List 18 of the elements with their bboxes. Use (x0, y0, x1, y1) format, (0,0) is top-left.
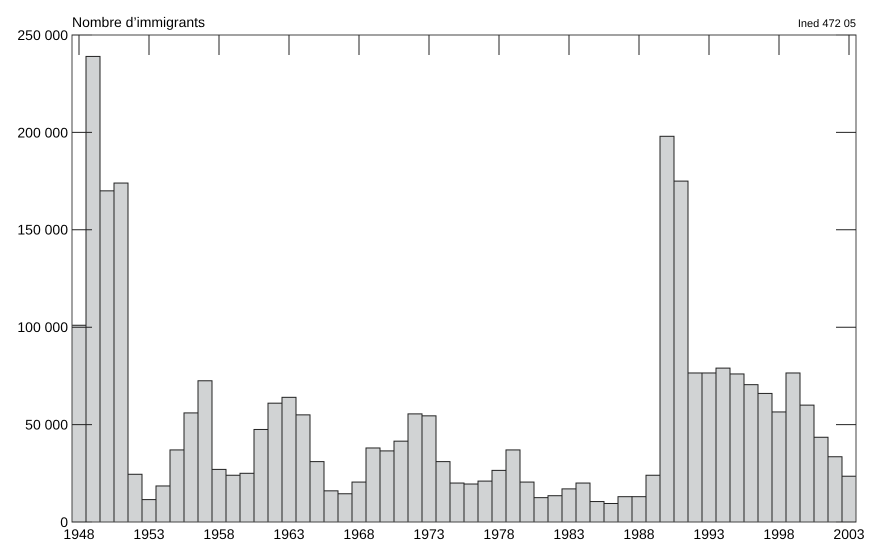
x-tick-label: 1993 (693, 526, 725, 542)
text: Ined 472 05 (798, 18, 856, 30)
x-tick-label: 1978 (483, 526, 515, 542)
x-tick-label: 1953 (133, 526, 165, 542)
x-tick-label: 1958 (203, 526, 235, 542)
x-tick-label: 1998 (763, 526, 795, 542)
y-tick-label: 150 000 (17, 222, 68, 238)
y-tick-label: 200 000 (17, 124, 68, 140)
x-tick-label: 1988 (623, 526, 655, 542)
x-tick-label: 1968 (343, 526, 375, 542)
y-tick-label: 100 000 (17, 319, 68, 336)
x-tick-label: 1963 (273, 526, 305, 542)
y-axis-title: Nombre d’immigrants (72, 14, 206, 30)
y-tick-label: 50 000 (25, 416, 68, 432)
x-tick-label: 1983 (553, 526, 585, 542)
x-tick-label: 1973 (413, 526, 445, 542)
y-tick-label: 250 000 (17, 26, 68, 43)
x-tick-label: 2003 (833, 526, 865, 542)
